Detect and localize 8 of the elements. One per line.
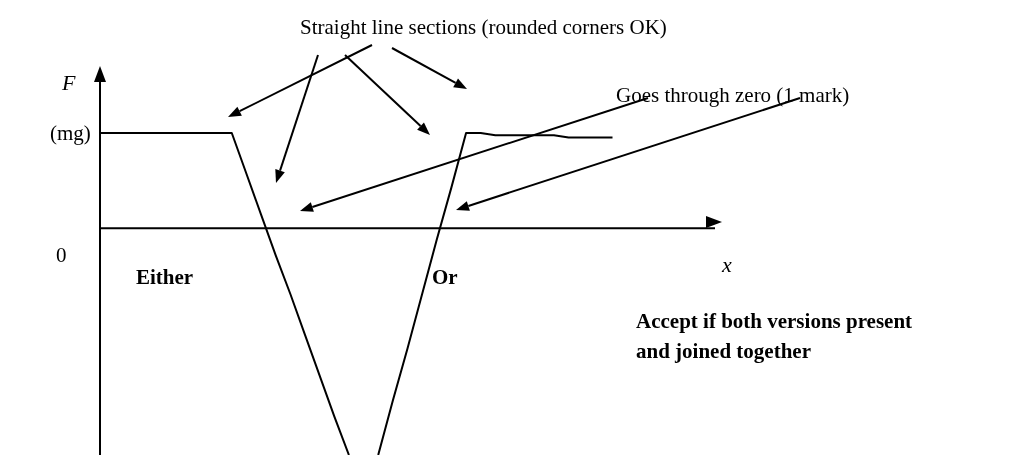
text: Straight line sections (rounded corners OK) <box>300 14 667 41</box>
text: (mg) <box>50 120 91 147</box>
annotation: Accept if both versions present and joined together <box>636 308 914 365</box>
y-axis-title: F <box>62 70 76 96</box>
annotation: Either <box>136 264 194 291</box>
text: 0 <box>56 242 67 269</box>
x-axis-title: x <box>722 252 732 278</box>
annotation: Or <box>432 264 458 291</box>
